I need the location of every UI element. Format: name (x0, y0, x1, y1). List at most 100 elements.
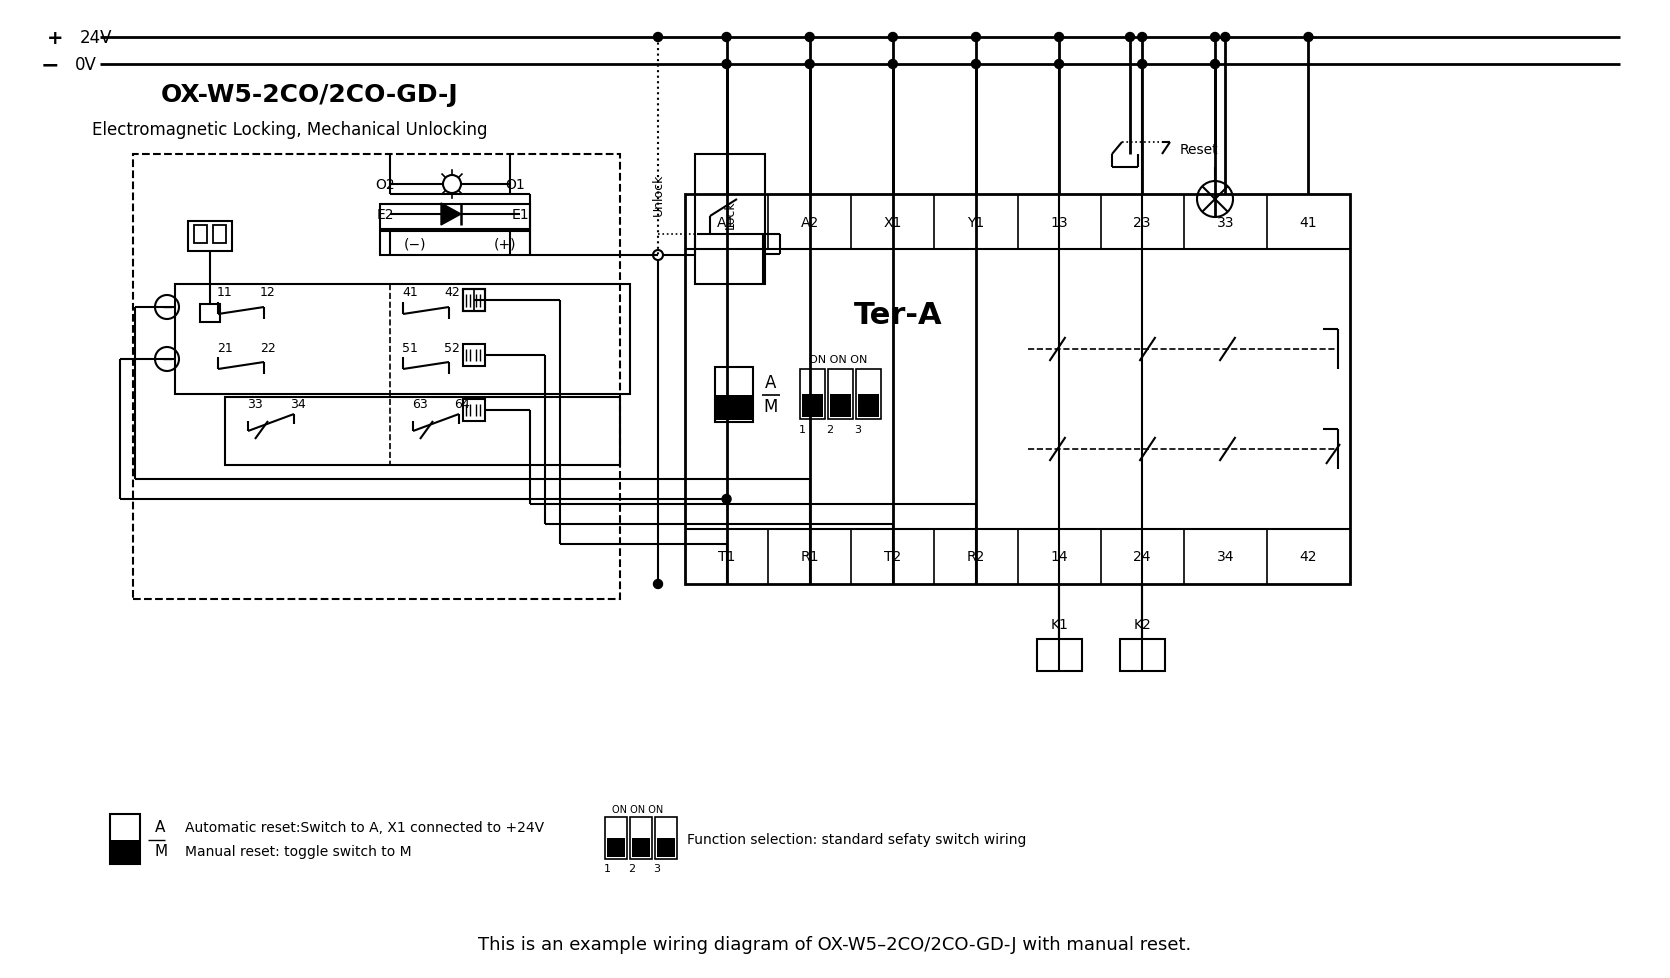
Text: 33: 33 (247, 398, 262, 411)
Circle shape (972, 61, 980, 69)
Circle shape (805, 33, 815, 42)
Circle shape (721, 495, 731, 504)
Text: 51: 51 (402, 341, 418, 354)
Text: R2: R2 (967, 550, 985, 563)
Bar (685, 195, 1349, 585)
Text: 63: 63 (412, 398, 428, 411)
Text: Unlock: Unlock (651, 174, 665, 216)
Bar (110, 840, 139, 864)
Text: 1: 1 (798, 424, 805, 434)
Bar (802, 394, 823, 418)
Bar (463, 400, 484, 422)
Bar (1037, 640, 1082, 671)
Bar (800, 370, 825, 420)
Text: Automatic reset:Switch to A, X1 connected to +24V: Automatic reset:Switch to A, X1 connecte… (185, 821, 544, 834)
Text: 22: 22 (261, 341, 276, 354)
Bar (381, 204, 529, 230)
Bar (830, 394, 852, 418)
Circle shape (653, 580, 663, 589)
Text: 33: 33 (1216, 216, 1234, 230)
Bar (463, 289, 484, 312)
Text: 41: 41 (402, 286, 418, 298)
Bar (858, 394, 878, 418)
Text: T2: T2 (883, 550, 902, 563)
Text: O2: O2 (376, 178, 394, 192)
Text: Lock: Lock (723, 200, 736, 229)
Text: 23: 23 (1134, 216, 1151, 230)
Bar (656, 838, 675, 857)
Circle shape (1221, 33, 1229, 42)
Text: T1: T1 (718, 550, 735, 563)
Text: 0V: 0V (75, 56, 97, 74)
Text: 11: 11 (217, 286, 232, 298)
Text: 2: 2 (628, 864, 636, 873)
Text: 24V: 24V (80, 29, 112, 47)
Text: (−): (−) (404, 237, 426, 250)
Text: This is an example wiring diagram of OX-W5–2CO/2CO-GD-J with manual reset.: This is an example wiring diagram of OX-… (478, 935, 1192, 953)
Circle shape (1211, 33, 1219, 42)
Text: 64: 64 (454, 398, 469, 411)
Text: A2: A2 (800, 216, 818, 230)
Circle shape (1304, 33, 1313, 42)
Text: 2: 2 (827, 424, 833, 434)
Circle shape (805, 61, 815, 69)
Bar (605, 818, 626, 859)
Text: M: M (763, 398, 778, 416)
Bar (631, 838, 650, 857)
Circle shape (972, 33, 980, 42)
Text: O1: O1 (504, 178, 524, 192)
Bar (214, 226, 225, 244)
Circle shape (1137, 33, 1147, 42)
Text: M: M (155, 844, 169, 859)
Text: 34: 34 (1216, 550, 1234, 563)
Text: −: − (162, 300, 172, 315)
Text: X1: X1 (883, 216, 902, 230)
Bar (110, 814, 140, 865)
Text: 13: 13 (1050, 216, 1067, 230)
Bar (463, 289, 484, 312)
Circle shape (721, 61, 731, 69)
Circle shape (653, 33, 663, 42)
Bar (1121, 640, 1166, 671)
Bar (695, 155, 765, 285)
Text: Reset: Reset (1181, 143, 1219, 156)
Text: 34: 34 (291, 398, 306, 411)
Bar (715, 368, 753, 422)
Bar (381, 232, 529, 255)
Bar (175, 285, 630, 394)
Text: 1: 1 (603, 864, 611, 873)
Circle shape (1126, 33, 1134, 42)
Text: A: A (765, 374, 777, 391)
Bar (606, 838, 625, 857)
Bar (463, 344, 484, 367)
Text: 21: 21 (217, 341, 232, 354)
Bar (134, 155, 620, 600)
Bar (655, 818, 676, 859)
Text: 42: 42 (1299, 550, 1318, 563)
Bar (200, 305, 220, 323)
Text: A: A (155, 820, 165, 834)
Bar (630, 818, 651, 859)
Text: 24: 24 (1134, 550, 1151, 563)
Text: A1: A1 (718, 216, 736, 230)
Text: Ter-A: Ter-A (853, 300, 942, 330)
Text: 42: 42 (444, 286, 459, 298)
Text: 41: 41 (1299, 216, 1318, 230)
Text: 3: 3 (653, 864, 661, 873)
Text: 52: 52 (444, 341, 459, 354)
Bar (225, 398, 620, 466)
Circle shape (1211, 61, 1219, 69)
Text: K1: K1 (1050, 617, 1069, 632)
Text: −: − (40, 55, 60, 75)
Circle shape (1054, 61, 1064, 69)
Text: Y1: Y1 (967, 216, 985, 230)
Bar (189, 222, 232, 251)
Text: E1: E1 (511, 207, 529, 222)
Text: Function selection: standard sefaty switch wiring: Function selection: standard sefaty swit… (686, 832, 1027, 846)
Text: 14: 14 (1050, 550, 1067, 563)
Circle shape (721, 33, 731, 42)
Text: ON ON ON: ON ON ON (808, 355, 867, 365)
Bar (828, 370, 853, 420)
Bar (194, 226, 207, 244)
Text: +: + (47, 28, 63, 48)
